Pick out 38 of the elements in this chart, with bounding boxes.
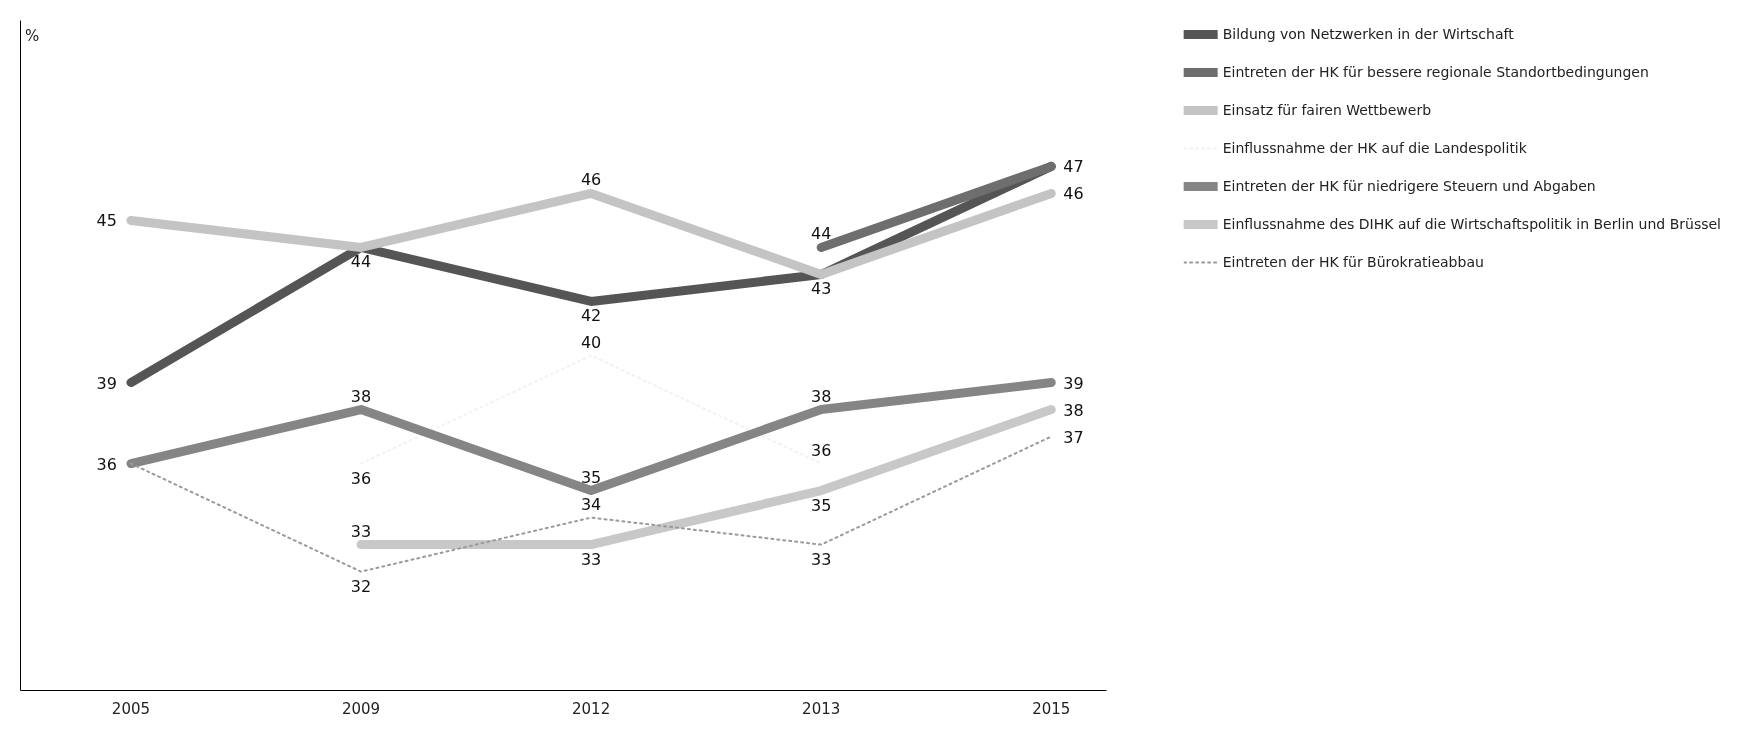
data-label: 46: [1063, 184, 1084, 204]
data-label: 32: [350, 576, 372, 596]
y-axis-title: %: [25, 26, 40, 45]
data-label: 44: [350, 252, 372, 272]
data-label: 36: [96, 454, 117, 474]
legend-label: Einflussnahme des DIHK auf die Wirtschaftspolitik in Berlin und Brüssel: [1222, 216, 1721, 232]
legend-label: Einsatz für fairen Wettbewerb: [1222, 102, 1432, 118]
legend-label: Einflussnahme der HK auf die Landespolitik: [1222, 140, 1527, 156]
data-label: 47: [1063, 157, 1084, 177]
x-tick-label: 2005: [111, 699, 151, 718]
data-label: 37: [1063, 427, 1084, 447]
x-tick-label: 2013: [802, 699, 841, 718]
data-label: 33: [580, 549, 602, 569]
data-label: 35: [811, 495, 832, 515]
data-label: 43: [811, 279, 832, 299]
x-tick-label: 2015: [1032, 699, 1071, 718]
data-label: 35: [580, 467, 602, 487]
data-label: 34: [580, 494, 602, 514]
data-label: 42: [580, 306, 602, 326]
data-label: 38: [350, 386, 372, 406]
data-label: 36: [350, 468, 372, 488]
data-label: 39: [96, 373, 117, 393]
data-label: 39: [1063, 373, 1084, 393]
data-label: 45: [96, 211, 117, 231]
x-tick-label: 2009: [341, 699, 381, 718]
legend-label: Eintreten der HK für bessere regionale Standortbedingungen: [1222, 64, 1649, 80]
data-label: 40: [580, 332, 602, 352]
data-label: 38: [1063, 400, 1084, 420]
data-label: 33: [811, 549, 832, 569]
data-label: 33: [350, 521, 372, 541]
legend-label: Eintreten der HK für niedrigere Steuern und Abgaben: [1222, 178, 1596, 194]
legend-label: Eintreten der HK für Bürokratieabbau: [1222, 254, 1484, 270]
legend-label: Bildung von Netzwerken in der Wirtschaft: [1222, 26, 1514, 42]
data-label: 44: [811, 224, 832, 244]
data-label: 46: [580, 170, 602, 190]
x-tick-label: 2012: [572, 699, 611, 718]
data-label: 36: [811, 440, 832, 460]
data-label: 38: [811, 386, 832, 406]
